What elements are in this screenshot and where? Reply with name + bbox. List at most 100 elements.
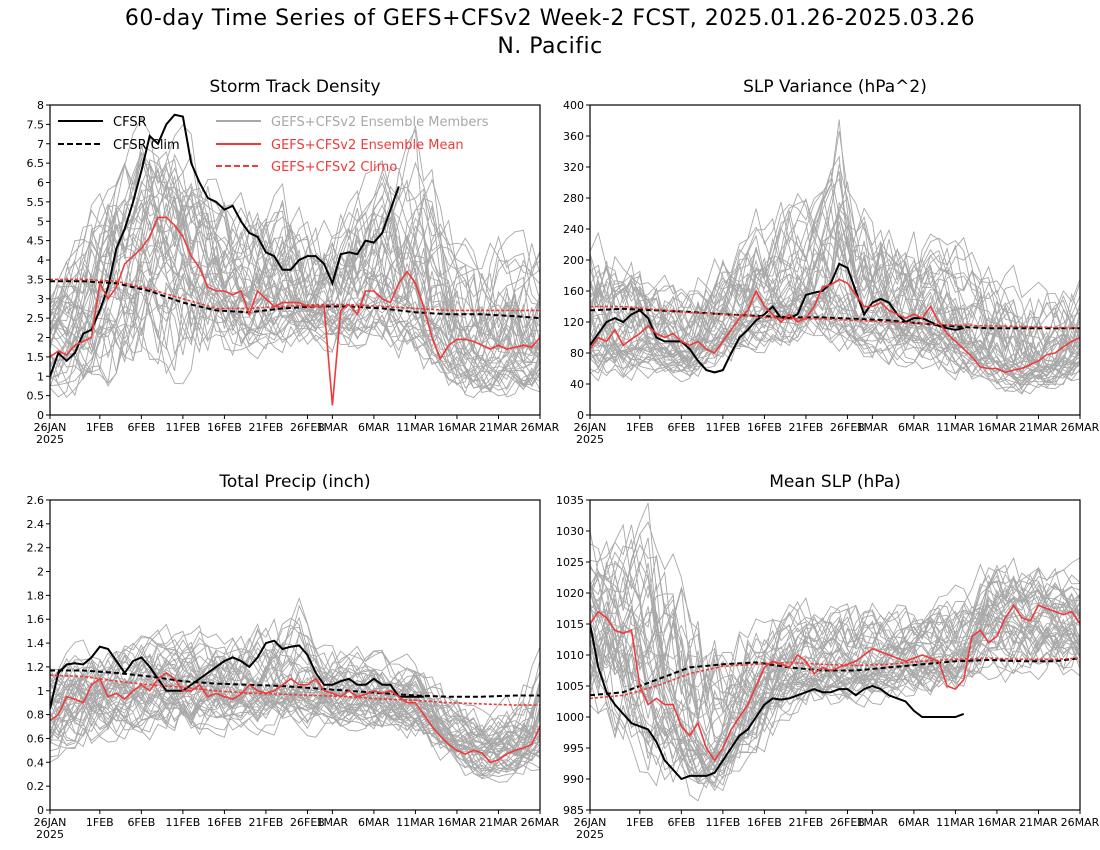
series-gefs-cfsv2-ensemble-mean [50, 216, 540, 406]
ensemble-member-line [50, 195, 540, 371]
ensemble-member-line [50, 637, 540, 745]
ensemble-member-line [590, 292, 1080, 384]
y-tick-label: 2.5 [27, 312, 45, 325]
series-gefs-cfsv2-climo [590, 657, 1080, 700]
x-tick-label: 6FEB [667, 816, 695, 829]
ensemble-member-line [590, 611, 1080, 769]
x-tick-label: 6MAR [898, 816, 930, 829]
x-tick-label: 16FEB [207, 816, 242, 829]
x-tick-label: 16MAR [978, 421, 1017, 434]
y-tick-label: 2.6 [27, 494, 45, 507]
ensemble-member-line [50, 263, 540, 394]
y-tick-label: 80 [570, 347, 584, 360]
x-tick-label: 11MAR [936, 816, 975, 829]
panel-title: Mean SLP (hPa) [769, 472, 901, 492]
ensemble-member-line [590, 562, 1080, 711]
plot-frame [49, 499, 541, 811]
ensemble-member-line [590, 206, 1080, 360]
x-tick-label: 11FEB [705, 421, 740, 434]
x-tick-label: 26FEB [290, 816, 325, 829]
x-tick-label: 6FEB [127, 421, 155, 434]
y-tick-label: 985 [563, 804, 584, 817]
x-tick-label: 11MAR [396, 816, 435, 829]
x-tick-label: 26MAR [521, 421, 560, 434]
panel-title: Total Precip (inch) [218, 472, 370, 492]
ensemble-member-line [50, 651, 540, 744]
ensemble-member-line [590, 608, 1080, 775]
y-tick-label: 0 [37, 409, 44, 422]
x-tick-label: 16MAR [438, 421, 477, 434]
y-tick-label: 7 [37, 138, 44, 151]
y-tick-label: 1030 [556, 525, 584, 538]
series-cfsr-clim [50, 669, 540, 698]
series-gefs-cfsv2-climo [590, 305, 1080, 329]
ensemble-member-line [50, 220, 540, 378]
x-tick-label: 1MAR [317, 421, 349, 434]
x-year-label: 2025 [36, 828, 64, 841]
legend-label: GEFS+CFSv2 Ensemble Members [271, 115, 489, 130]
y-tick-label: 4 [37, 254, 44, 267]
y-tick-label: 120 [563, 316, 584, 329]
x-tick-label: 11FEB [165, 816, 200, 829]
y-tick-label: 6 [37, 177, 44, 190]
y-tick-label: 1025 [556, 556, 584, 569]
y-tick-label: 1035 [556, 494, 584, 507]
series-gefs-cfsv2-climo [50, 278, 540, 312]
series-gefs-cfsv2-climo [50, 674, 540, 706]
y-tick-label: 240 [563, 223, 584, 236]
y-tick-label: 2.4 [27, 518, 45, 531]
ensemble-member-line [590, 625, 1080, 789]
x-tick-label: 11MAR [936, 421, 975, 434]
x-tick-label: 11FEB [165, 421, 200, 434]
ensemble-member-line [590, 571, 1080, 705]
series-lines [50, 113, 540, 406]
ensemble-member-line [50, 169, 540, 347]
y-tick-label: 0 [37, 804, 44, 817]
ensemble-member-line [50, 224, 540, 358]
x-tick-label: 11FEB [705, 816, 740, 829]
y-tick-label: 8 [37, 99, 44, 112]
x-tick-label: 21FEB [789, 816, 824, 829]
series-cfsr [590, 623, 965, 781]
x-tick-label: 26MAR [521, 816, 560, 829]
legend-label: CFSR Clim [113, 138, 180, 153]
y-tick-label: 1010 [556, 649, 584, 662]
ensemble-member-line [50, 597, 540, 718]
x-tick-label: 26MAR [1061, 816, 1100, 829]
x-tick-label: 26JAN [34, 816, 67, 829]
y-tick-label: 2.2 [27, 542, 45, 555]
ensemble-member-line [590, 300, 1080, 385]
y-tick-label: 0.4 [27, 756, 45, 769]
ensemble-member-line [590, 583, 1080, 715]
ensemble-member-line [590, 251, 1080, 373]
y-tick-label: 6.5 [27, 157, 45, 170]
y-tick-label: 1.8 [27, 589, 45, 602]
ensemble-member-line [50, 274, 540, 397]
x-tick-label: 21FEB [249, 816, 284, 829]
ensemble-member-line [50, 241, 540, 397]
ensemble-member-line [590, 297, 1080, 386]
x-tick-label: 26MAR [1061, 421, 1100, 434]
ensemble-member-line [50, 652, 540, 746]
x-tick-label: 21FEB [789, 421, 824, 434]
ensemble-member-line [50, 261, 540, 393]
series-cfsr-clim [50, 280, 540, 320]
ensemble-members [590, 502, 1080, 802]
x-tick-label: 26JAN [574, 816, 607, 829]
y-tick-label: 200 [563, 254, 584, 267]
x-tick-label: 6MAR [358, 421, 390, 434]
y-tick-label: 280 [563, 192, 584, 205]
ensemble-members [50, 117, 540, 399]
ensemble-member-line [50, 702, 540, 777]
ensemble-member-line [50, 626, 540, 733]
y-tick-label: 0.6 [27, 732, 45, 745]
x-tick-label: 21MAR [1019, 421, 1058, 434]
ensemble-member-line [50, 661, 540, 760]
ensemble-member-line [590, 563, 1080, 758]
ensemble-member-line [590, 574, 1080, 770]
y-tick-label: 0.2 [27, 780, 45, 793]
x-tick-label: 26FEB [290, 421, 325, 434]
y-tick-label: 160 [563, 285, 584, 298]
ensemble-member-line [590, 242, 1080, 363]
